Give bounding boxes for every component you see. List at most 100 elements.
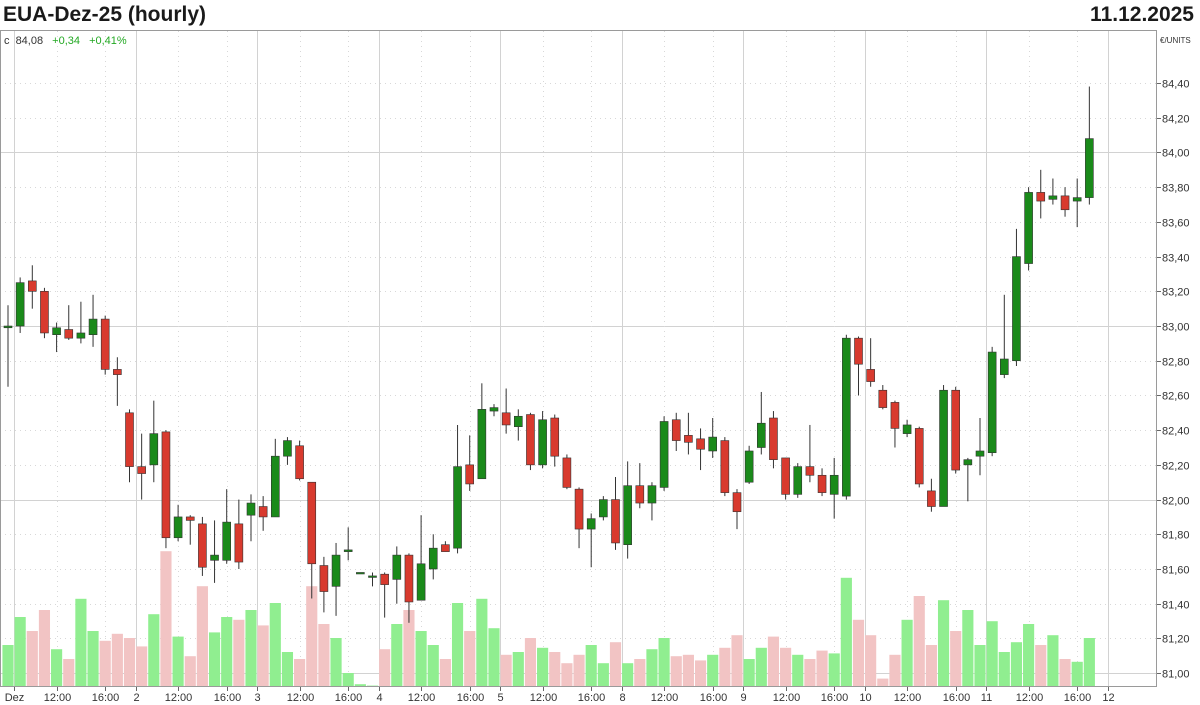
candle-body: [477, 409, 487, 480]
candle: [76, 301, 86, 344]
y-tick-label: 81,60: [1162, 565, 1190, 577]
candle-body: [513, 415, 523, 427]
y-tick-label: 81,20: [1162, 634, 1190, 646]
last-price-label: c: [4, 35, 10, 47]
candle-body: [1060, 195, 1070, 211]
volume-bar: [160, 551, 172, 687]
candle: [283, 437, 292, 465]
volume-bar: [464, 631, 476, 687]
x-tick-label: 16:00: [578, 692, 606, 704]
x-tick-label: 11: [981, 692, 992, 704]
volume-bar: [1083, 638, 1095, 687]
candle: [453, 424, 462, 554]
chart-title: EUA-Dez-25 (hourly): [3, 3, 207, 26]
candle-body: [3, 325, 13, 329]
x-tick-label: 12:00: [894, 692, 922, 704]
candle-body: [319, 565, 329, 592]
candle: [829, 457, 839, 519]
volume-bar: [792, 654, 804, 687]
candle: [185, 515, 195, 545]
candle: [769, 411, 778, 469]
candle-body: [501, 412, 511, 426]
candle-body: [963, 459, 973, 466]
x-tick-label: 12: [1102, 692, 1114, 704]
last-price-value: 84,08: [16, 35, 44, 47]
volume-bar: [245, 610, 257, 687]
volume-bar: [294, 659, 306, 687]
grid-lines: [0, 31, 1157, 687]
volume-bar: [403, 610, 415, 687]
candle: [708, 418, 718, 458]
candle-body: [173, 516, 183, 539]
volume-bar: [682, 654, 694, 687]
candle-body: [999, 358, 1009, 375]
candle: [501, 388, 511, 434]
candle: [113, 357, 122, 406]
candle: [258, 496, 268, 531]
x-tick-label: 10: [859, 692, 871, 704]
volume-bars: [2, 551, 1095, 687]
candle-body: [76, 332, 86, 339]
volume-bar: [14, 617, 26, 687]
candle: [392, 546, 402, 604]
volume-bar: [500, 654, 512, 687]
volume-bar: [233, 619, 245, 687]
x-tick-label: 4: [376, 692, 382, 704]
candle: [380, 572, 389, 618]
candle: [659, 416, 669, 491]
volume-bar: [877, 678, 889, 687]
candle: [1085, 86, 1094, 205]
candle-body: [720, 440, 730, 493]
candle: [599, 496, 608, 521]
volume-bar: [549, 652, 561, 687]
volume-bar: [1023, 624, 1035, 687]
candle-body: [562, 457, 572, 488]
y-tick-label: 81,00: [1162, 669, 1190, 681]
price-change-percent: +0,41%: [89, 35, 127, 47]
volume-bar: [330, 638, 342, 687]
candle: [356, 572, 365, 575]
candle: [538, 411, 547, 469]
x-axis: Dez 12:00 16:00 2 12:00 16:00 3 12:00 16:00 4 12:0…: [5, 687, 1115, 704]
candle-body: [732, 492, 742, 513]
candle: [939, 385, 948, 507]
volume-bar: [828, 653, 840, 687]
candle: [684, 412, 693, 455]
candle: [951, 386, 961, 474]
y-tick-label: 83,00: [1162, 322, 1190, 334]
candle: [125, 409, 134, 483]
candle: [198, 516, 207, 576]
candle-body: [635, 485, 645, 504]
volume-bar: [2, 645, 14, 687]
y-tick-label: 84,00: [1162, 148, 1190, 160]
volume-bar: [719, 647, 731, 687]
x-tick-label: 16:00: [457, 692, 485, 704]
candle: [513, 409, 523, 441]
candle: [574, 487, 584, 549]
x-tick-label: 16:00: [1064, 692, 1092, 704]
x-tick-label: 12:00: [651, 692, 679, 704]
candle-body: [987, 351, 997, 454]
candle-body: [1048, 195, 1058, 200]
candle-body: [708, 436, 718, 452]
volume-bar: [913, 596, 925, 687]
candle-body: [465, 464, 475, 485]
candle-body: [526, 414, 535, 466]
volume-bar: [488, 628, 500, 687]
candle: [647, 482, 657, 521]
volume-bar: [1071, 661, 1083, 687]
candle: [999, 294, 1009, 379]
volume-bar: [743, 659, 755, 687]
candle: [817, 468, 827, 497]
candle: [1060, 187, 1070, 217]
candle: [1024, 187, 1033, 271]
candle-body: [623, 485, 632, 545]
volume-bar: [865, 635, 877, 687]
volume-bar: [986, 621, 998, 687]
candle-body: [1024, 192, 1033, 264]
candle-body: [805, 466, 815, 476]
candle: [550, 414, 560, 467]
candle-body: [125, 412, 134, 467]
candle-body: [744, 450, 754, 483]
x-tick-label: 3: [254, 692, 260, 704]
